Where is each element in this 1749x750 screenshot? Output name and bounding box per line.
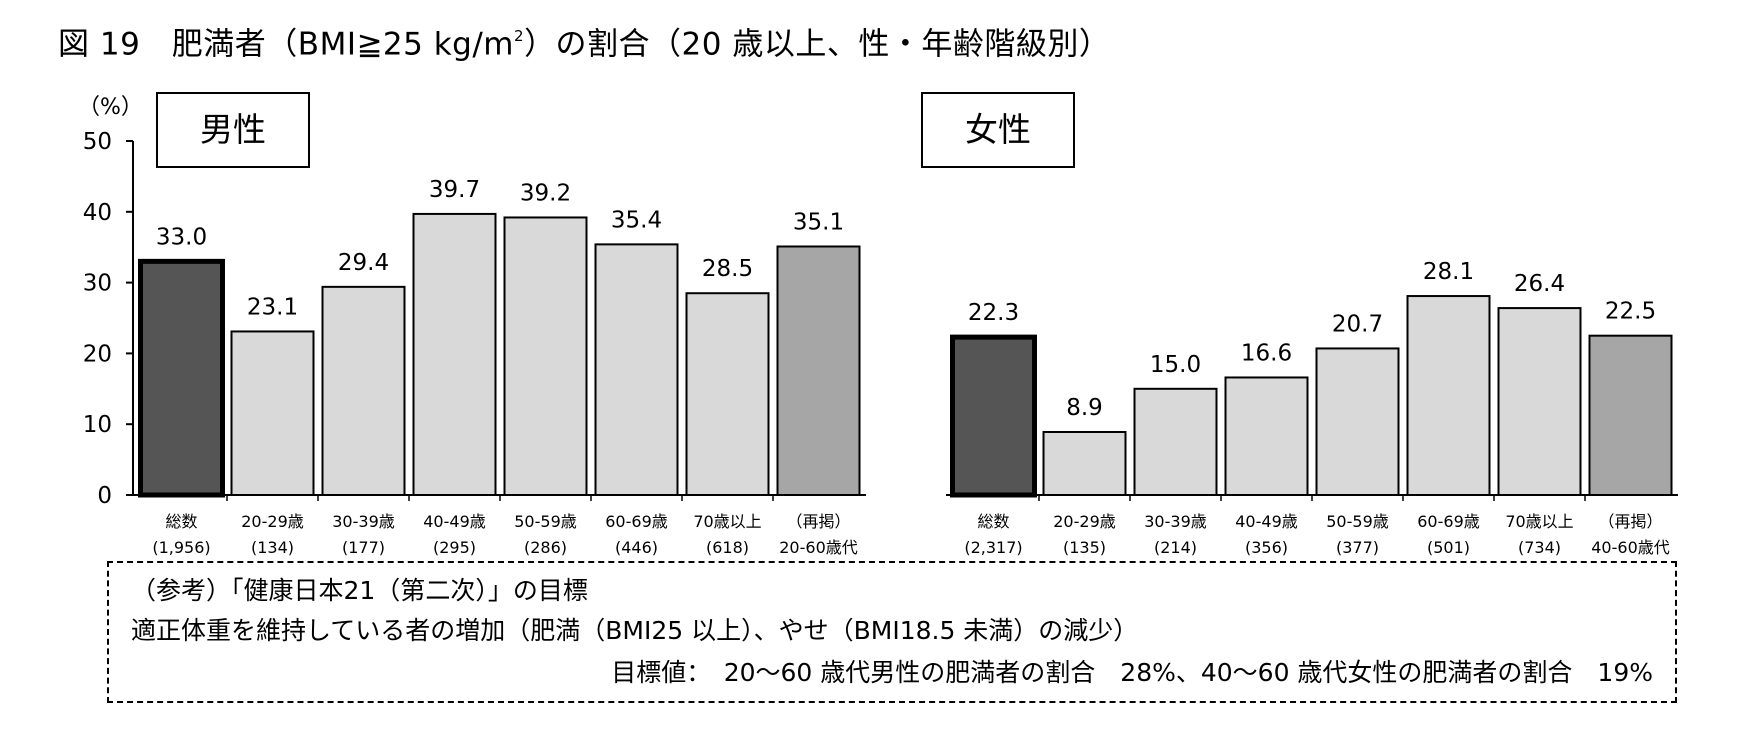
title-text-end: ）の割合（20 歳以上、性・年齢階級別） (524, 26, 1111, 63)
category-count-label: (356) (1245, 538, 1288, 557)
category-label: 20-29歳 (1053, 512, 1116, 531)
data-label: 16.6 (1241, 340, 1292, 366)
category-count-label: (501) (1427, 538, 1470, 557)
y-axis-unit-label: （%） (78, 95, 143, 120)
category-count-label: (377) (1336, 538, 1379, 557)
category-label: 60-69歳 (605, 512, 668, 531)
panel-label: 女性 (965, 110, 1031, 149)
bar (1224, 376, 1309, 496)
category-label: （再掲） (1598, 512, 1662, 531)
category-label: 30-39歳 (1144, 512, 1207, 531)
panel-label-box (921, 92, 1075, 168)
y-tick-label: 10 (83, 412, 112, 438)
note-target-value: 目標値： 20～60 歳代男性の肥満者の割合 28%、40～60 歳代女性の肥満… (611, 658, 1653, 687)
category-count-label: (1,956) (152, 538, 210, 557)
category-count-label: (734) (1518, 538, 1561, 557)
title-text: 図 19 肥満者（BMI≧25 kg/m (58, 26, 515, 63)
bar (1497, 307, 1582, 497)
category-label: 総数 (165, 512, 197, 531)
category-count-label: (2,317) (964, 538, 1022, 557)
bar (138, 258, 225, 498)
y-tick-label: 50 (83, 129, 112, 155)
note-heading: （参考）「健康日本21（第二次）」の目標 (131, 576, 588, 605)
bar (321, 285, 406, 496)
data-label: 22.3 (968, 300, 1019, 326)
category-label: 総数 (977, 512, 1009, 531)
bar (950, 334, 1037, 498)
bar (412, 212, 497, 496)
bar (594, 243, 679, 496)
data-label: 23.1 (247, 294, 298, 320)
data-label: 15.0 (1150, 352, 1201, 378)
bar (1042, 430, 1127, 497)
bar (1133, 387, 1218, 496)
category-label: 20-29歳 (241, 512, 304, 531)
title-superscript: 2 (514, 27, 525, 45)
bar-chart: （%） 0 10 20 30 40 50 33.0 総数 (1,956) 23.1 20-29歳 (13… (78, 92, 1678, 557)
category-label: 40-49歳 (423, 512, 486, 531)
category-label: 50-59歳 (1326, 512, 1389, 531)
category-label: 70歳以上 (693, 512, 761, 531)
category-count-label: (135) (1063, 538, 1106, 557)
bar (503, 216, 588, 497)
data-label: 33.0 (156, 224, 207, 250)
category-label: 70歳以上 (1505, 512, 1573, 531)
category-label: 30-39歳 (332, 512, 395, 531)
y-tick-label: 30 (83, 271, 112, 297)
category-count-label: (618) (706, 538, 749, 557)
data-label: 35.4 (611, 207, 662, 233)
category-count-label: (134) (251, 538, 294, 557)
category-label: 40-49歳 (1235, 512, 1298, 531)
data-label: 39.7 (429, 177, 480, 203)
category-count-label: (286) (524, 538, 567, 557)
bar (1588, 334, 1673, 497)
category-count-label: 40-60歳代 (1591, 538, 1670, 557)
data-label: 35.1 (793, 209, 844, 235)
figure-title: 図 19 肥満者（BMI≧25 kg/m2）の割合（20 歳以上、性・年齢階級別… (58, 14, 1110, 68)
data-label: 20.7 (1332, 311, 1383, 337)
data-label: 28.5 (702, 256, 753, 282)
category-count-label: (177) (342, 538, 385, 557)
panel-label-box (156, 92, 310, 168)
category-count-label: (214) (1154, 538, 1197, 557)
category-count-label: (446) (615, 538, 658, 557)
bar (685, 292, 770, 496)
data-label: 22.5 (1605, 299, 1656, 325)
bar (1315, 347, 1400, 496)
bar (776, 245, 861, 496)
reference-note-box: （参考）「健康日本21（第二次）」の目標 適正体重を維持している者の増加（肥満（… (107, 561, 1677, 703)
bar (230, 330, 315, 496)
panel-label: 男性 (200, 110, 266, 149)
category-label: 60-69歳 (1417, 512, 1480, 531)
data-label: 8.9 (1066, 395, 1103, 421)
category-count-label: (295) (433, 538, 476, 557)
data-label: 26.4 (1514, 271, 1565, 297)
data-label: 28.1 (1423, 259, 1474, 285)
category-count-label: 20-60歳代 (779, 538, 858, 557)
bar (1406, 295, 1491, 496)
category-label: （再掲） (786, 512, 850, 531)
y-tick-label: 0 (97, 483, 112, 509)
data-label: 39.2 (520, 180, 571, 206)
y-tick-label: 40 (83, 200, 112, 226)
note-goal: 適正体重を維持している者の増加（肥満（BMI25 以上）、やせ（BMI18.5 … (131, 616, 1139, 645)
category-label: 50-59歳 (514, 512, 577, 531)
data-label: 29.4 (338, 250, 389, 276)
y-tick-label: 20 (83, 341, 112, 367)
